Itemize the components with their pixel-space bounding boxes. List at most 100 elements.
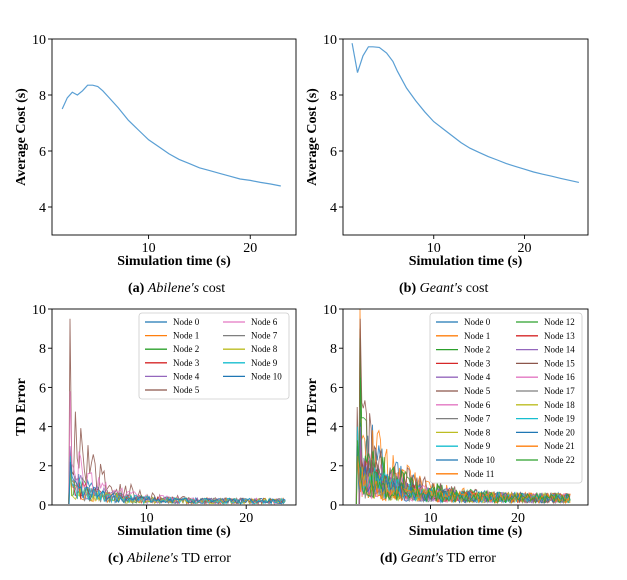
- x-axis-label: Simulation time (s): [117, 254, 231, 269]
- caption-d: (d) Geant's TD error: [380, 551, 496, 567]
- caption-b: (b) Geant's cost: [399, 281, 488, 297]
- caption-d-rest: TD error: [446, 551, 496, 566]
- caption-c-rest: TD error: [181, 551, 231, 566]
- legend-label: Node 22: [544, 455, 575, 465]
- x-tick-label: 10: [424, 511, 438, 526]
- legend-box: [429, 312, 583, 484]
- y-tick-label: 8: [330, 342, 337, 357]
- legend-label: Node 8: [251, 344, 278, 354]
- legend-label: Node 0: [464, 317, 491, 327]
- legend-label: Node 19: [544, 414, 575, 424]
- axes-frame-b: [342, 38, 589, 236]
- legend-label: Node 5: [464, 386, 491, 396]
- x-tick-label: 10: [427, 241, 441, 256]
- y-tick-label: 4: [39, 421, 46, 436]
- y-tick-label: 10: [323, 33, 337, 48]
- legend-label: Node 12: [544, 317, 575, 327]
- legend-label: Node 16: [544, 372, 575, 382]
- legend-label: Node 15: [544, 358, 575, 368]
- legend-box: [138, 312, 290, 400]
- caption-d-network: Geant's: [400, 551, 444, 566]
- legend-label: Node 5: [173, 385, 200, 395]
- series-line-node-19: [355, 426, 571, 505]
- plot-area-a: [61, 84, 281, 187]
- legend-label: Node 4: [173, 371, 200, 381]
- legend-label: Node 14: [544, 345, 575, 355]
- series-line-node-22: [356, 440, 571, 505]
- plot-area-c: [68, 318, 286, 505]
- legend-label: Node 7: [251, 331, 278, 341]
- legend-label: Node 7: [464, 414, 491, 424]
- legend-label: Node 3: [173, 358, 200, 368]
- y-tick-label: 10: [32, 33, 46, 48]
- y-tick-label: 10: [32, 303, 46, 318]
- y-axis-label: Average Cost (s): [14, 88, 29, 186]
- y-axis-label: Average Cost (s): [305, 88, 320, 186]
- series-line-b: [351, 43, 580, 183]
- y-tick-label: 2: [330, 460, 337, 475]
- x-tick-label: 20: [511, 511, 525, 526]
- series-line-node-6: [68, 391, 286, 505]
- legend-label: Node 6: [251, 317, 278, 327]
- legend-label: Node 13: [544, 331, 575, 341]
- y-tick-label: 0: [330, 499, 337, 514]
- legend-label: Node 1: [173, 331, 199, 341]
- series-line-node-10: [68, 461, 286, 505]
- series-line-a: [61, 84, 281, 187]
- y-axis-label: TD Error: [14, 378, 29, 436]
- legend-label: Node 18: [544, 400, 575, 410]
- caption-c: (c) Abilene's TD error: [108, 551, 231, 567]
- y-tick-label: 8: [39, 342, 46, 357]
- x-axis-label: Simulation time (s): [117, 524, 231, 539]
- legend-label: Node 8: [464, 427, 491, 437]
- plot-area-d: [355, 309, 571, 505]
- x-tick-label: 20: [517, 241, 531, 256]
- caption-b-network: Geant's: [419, 281, 463, 296]
- legend-c: Node 0 Node 1 Node 2 Node 3 Node 4 Node 5 Node…: [138, 312, 290, 400]
- caption-c-tag: (c): [108, 551, 124, 566]
- x-axis-label: Simulation time (s): [409, 524, 523, 539]
- legend-label: Node 4: [464, 372, 491, 382]
- legend-label: Node 2: [464, 345, 490, 355]
- caption-b-rest: cost: [465, 281, 489, 296]
- legend-label: Node 9: [464, 441, 491, 451]
- series-line-node-15: [355, 406, 571, 505]
- y-tick-label: 4: [39, 201, 46, 216]
- y-tick-label: 10: [323, 303, 337, 318]
- caption-b-tag: (b): [399, 281, 417, 296]
- caption-a-network: Abilene's: [147, 281, 200, 296]
- y-tick-label: 6: [330, 381, 337, 396]
- legend-label: Node 2: [173, 344, 199, 354]
- x-tick-label: 10: [142, 241, 156, 256]
- y-tick-label: 6: [39, 145, 46, 160]
- legend-label: Node 3: [464, 358, 491, 368]
- y-tick-label: 2: [39, 460, 46, 475]
- legend-label: Node 9: [251, 358, 278, 368]
- y-tick-label: 4: [330, 201, 337, 216]
- legend-d: Node 0 Node 1 Node 2 Node 3 Node 4 Node 5 Node…: [429, 312, 583, 484]
- legend-label: Node 10: [464, 455, 495, 465]
- y-tick-label: 8: [39, 89, 46, 104]
- legend-label: Node 1: [464, 331, 490, 341]
- plot-area-b: [351, 43, 580, 183]
- legend-label: Node 6: [464, 400, 491, 410]
- y-axis-label: TD Error: [305, 378, 320, 436]
- y-tick-label: 8: [330, 89, 337, 104]
- legend-label: Node 10: [251, 371, 282, 381]
- y-tick-label: 4: [330, 421, 337, 436]
- legend-label: Node 17: [544, 386, 575, 396]
- x-tick-label: 10: [140, 511, 154, 526]
- legend-label: Node 20: [544, 427, 575, 437]
- legend-label: Node 21: [544, 441, 575, 451]
- caption-d-tag: (d): [380, 551, 398, 566]
- axes-frame-a: [51, 38, 297, 236]
- legend-label: Node 0: [173, 317, 200, 327]
- y-tick-label: 6: [39, 381, 46, 396]
- caption-a-rest: cost: [202, 281, 226, 296]
- caption-c-network: Abilene's: [127, 551, 179, 566]
- caption-a: (a) Abilene's cost: [128, 281, 225, 297]
